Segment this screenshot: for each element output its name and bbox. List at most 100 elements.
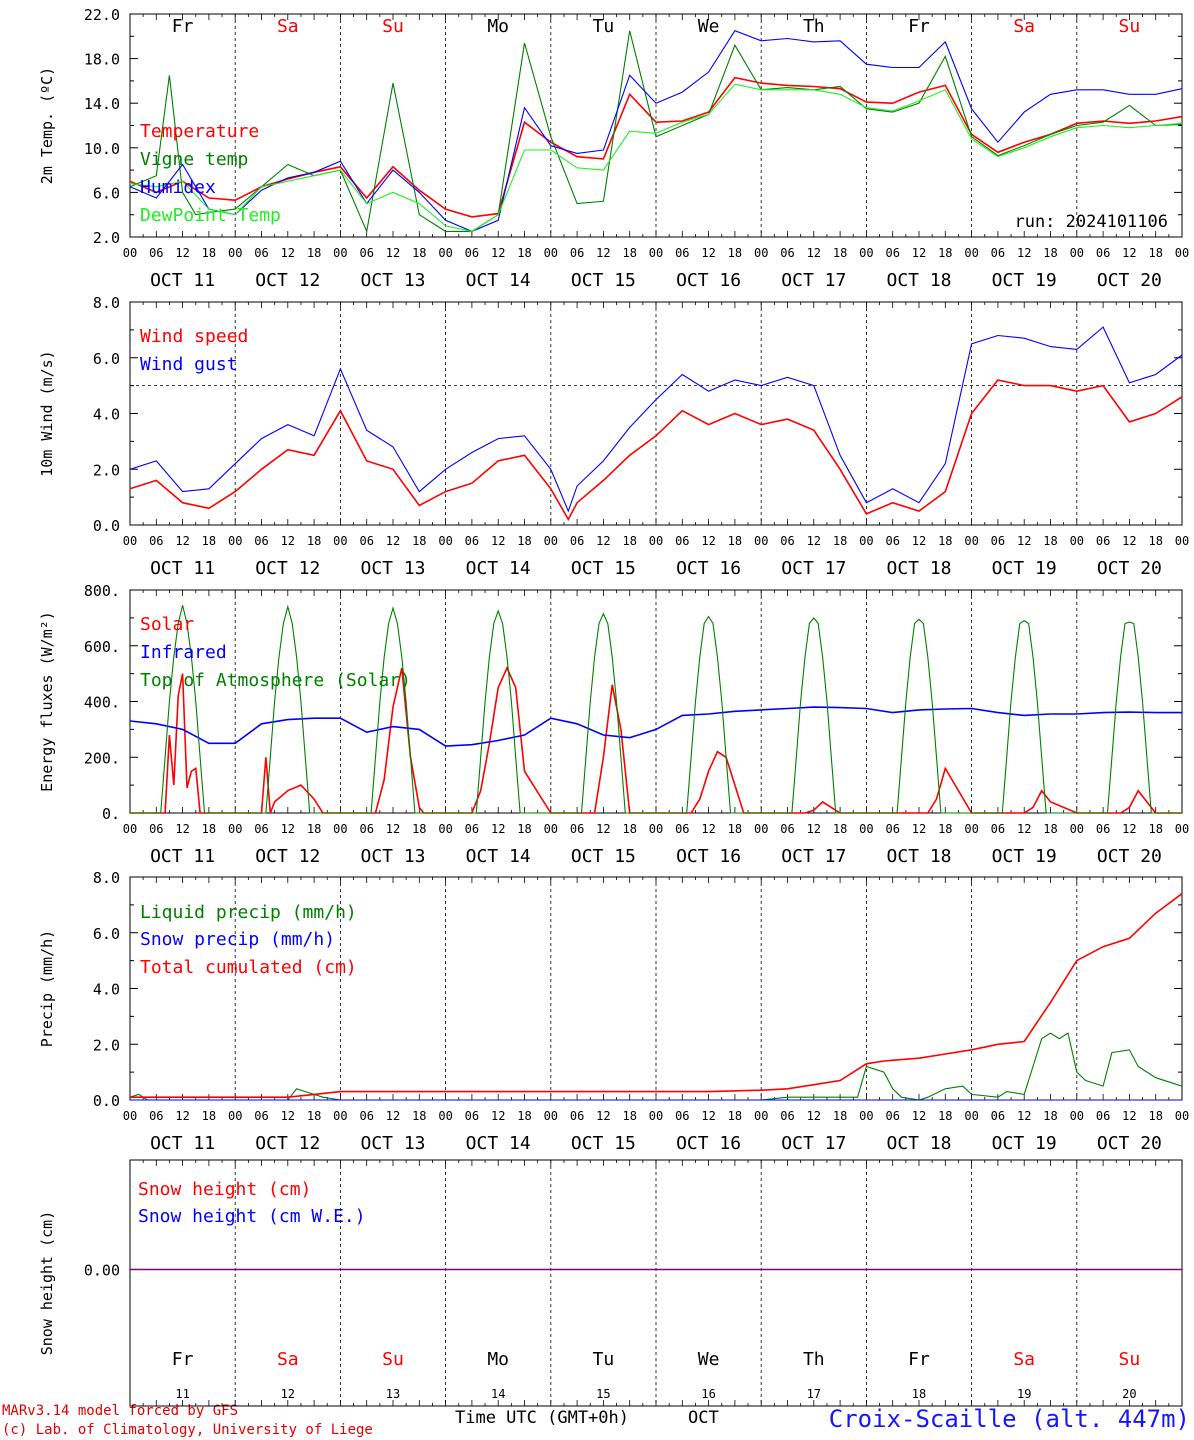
legend-entry: Temperature <box>140 121 259 142</box>
x-tick-label: 06 <box>465 246 479 260</box>
x-tick-label: 06 <box>570 534 584 548</box>
x-tick-label: 00 <box>1070 246 1084 260</box>
x-tick-label: 06 <box>885 534 899 548</box>
x-tick-label: 00 <box>1175 1109 1189 1123</box>
x-tick-label: 18 <box>412 1109 426 1123</box>
series-line-4 <box>129 83 1183 232</box>
x-tick-label: 00 <box>544 1109 558 1123</box>
x-tick-label: 06 <box>359 822 373 836</box>
x-date-label: OCT 19 <box>992 1133 1057 1154</box>
y-tick-label: 0.0 <box>93 1092 120 1110</box>
x-tick-label: 18 <box>938 534 952 548</box>
x-tick-label: 06 <box>465 1109 479 1123</box>
x-date-label: OCT 19 <box>992 846 1057 867</box>
x-tick-label: 06 <box>359 534 373 548</box>
x-tick-label: 18 <box>833 246 847 260</box>
day-name-label: Sa <box>277 16 299 37</box>
x-tick-label: 18 <box>1148 246 1162 260</box>
y-tick-label: 14.0 <box>84 95 120 113</box>
x-date-label: OCT 14 <box>466 846 531 867</box>
legend-entry: Solar <box>140 614 194 635</box>
y-axis-label: 10m Wind (m/s) <box>38 350 56 476</box>
x-tick-label: 00 <box>964 1109 978 1123</box>
x-date-label: OCT 13 <box>360 1133 425 1154</box>
x-tick-label: 18 <box>622 822 636 836</box>
x-tick-label: 12 <box>175 822 189 836</box>
x-tick-label: 00 <box>649 534 663 548</box>
x-tick-label: 18 <box>728 534 742 548</box>
x-tick-label: 12 <box>175 534 189 548</box>
x-tick-label: 18 <box>622 534 636 548</box>
x-date-label: OCT 18 <box>886 1133 951 1154</box>
day-number-label: 16 <box>701 1387 715 1401</box>
day-name-label: Fr <box>172 16 194 37</box>
day-number-label: 11 <box>175 1387 189 1401</box>
series-line-1 <box>129 379 1183 522</box>
x-tick-label: 00 <box>1175 246 1189 260</box>
series-line-2 <box>129 706 1182 747</box>
day-number-label: 12 <box>281 1387 295 1401</box>
x-tick-label: 12 <box>1122 1109 1136 1123</box>
x-tick-label: 06 <box>885 1109 899 1123</box>
day-number-label: 20 <box>1122 1387 1136 1401</box>
day-name-label: Su <box>1119 16 1141 37</box>
day-number-label: 14 <box>491 1387 505 1401</box>
x-tick-label: 18 <box>728 822 742 836</box>
day-name-label: We <box>698 16 720 37</box>
x-tick-label: 18 <box>517 534 531 548</box>
x-tick-label: 12 <box>596 246 610 260</box>
x-tick-label: 00 <box>1070 1109 1084 1123</box>
x-tick-label: 06 <box>885 822 899 836</box>
x-date-label: OCT 11 <box>150 270 215 291</box>
day-name-label: Su <box>382 1349 404 1370</box>
x-tick-label: 00 <box>333 822 347 836</box>
x-tick-label: 18 <box>833 1109 847 1123</box>
x-tick-label: 00 <box>754 1109 768 1123</box>
day-name-label: Mo <box>487 1349 509 1370</box>
x-tick-label: 18 <box>412 534 426 548</box>
y-tick-label: 0.0 <box>93 517 120 535</box>
day-number-label: 17 <box>807 1387 821 1401</box>
x-tick-label: 18 <box>307 822 321 836</box>
x-tick-label: 12 <box>807 822 821 836</box>
x-tick-label: 06 <box>465 534 479 548</box>
y-tick-label: 10.0 <box>84 140 120 158</box>
x-tick-label: 06 <box>1096 534 1110 548</box>
x-tick-label: 00 <box>1070 534 1084 548</box>
series-line-3 <box>130 893 1183 1098</box>
x-date-label: OCT 11 <box>150 1133 215 1154</box>
day-name-label: Th <box>803 1349 825 1370</box>
x-date-label: OCT 12 <box>255 558 320 579</box>
x-tick-label: 06 <box>1096 246 1110 260</box>
x-tick-label: 18 <box>517 246 531 260</box>
x-tick-label: 18 <box>938 1109 952 1123</box>
x-date-label: OCT 11 <box>150 846 215 867</box>
x-tick-label: 00 <box>754 534 768 548</box>
x-tick-label: 00 <box>859 534 873 548</box>
y-tick-label: 600. <box>84 638 120 656</box>
x-tick-label: 18 <box>1043 822 1057 836</box>
x-date-label: OCT 11 <box>150 558 215 579</box>
x-tick-label: 06 <box>991 534 1005 548</box>
x-tick-label: 06 <box>149 246 163 260</box>
x-tick-label: 00 <box>123 1109 137 1123</box>
y-tick-label: 22.0 <box>84 6 120 24</box>
day-number-label: 13 <box>386 1387 400 1401</box>
x-date-label: OCT 15 <box>571 558 636 579</box>
x-tick-label: 18 <box>307 246 321 260</box>
x-tick-label: 18 <box>728 1109 742 1123</box>
legend-entry: Wind speed <box>140 326 248 347</box>
x-date-label: OCT 15 <box>571 1133 636 1154</box>
x-tick-label: 00 <box>859 822 873 836</box>
x-tick-label: 18 <box>202 534 216 548</box>
x-tick-label: 12 <box>386 1109 400 1123</box>
y-tick-label: 2.0 <box>93 461 120 479</box>
x-tick-label: 06 <box>885 246 899 260</box>
x-tick-label: 18 <box>622 1109 636 1123</box>
x-tick-label: 06 <box>149 1109 163 1123</box>
legend-entry: Vigne temp <box>140 149 248 170</box>
x-tick-label: 18 <box>202 822 216 836</box>
x-tick-label: 06 <box>675 822 689 836</box>
x-tick-label: 12 <box>281 246 295 260</box>
